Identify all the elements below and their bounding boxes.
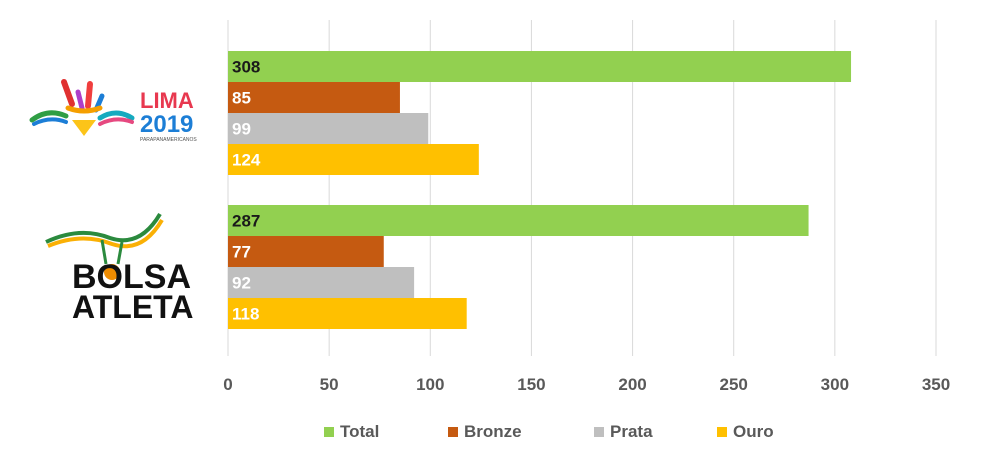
- data-label-total: 308: [232, 58, 260, 77]
- legend-swatch-ouro: [717, 427, 727, 437]
- x-tick-label: 300: [821, 375, 849, 394]
- x-tick-label: 250: [720, 375, 748, 394]
- lima-sub-text: PARAPANAMERICANOS: [140, 137, 197, 143]
- data-label-prata: 99: [232, 120, 251, 139]
- medal-icon: [104, 264, 120, 280]
- legend-label-ouro: Ouro: [733, 422, 774, 441]
- bar-total: [228, 205, 809, 236]
- lima-text: LIMA: [140, 88, 194, 113]
- data-labels: 308 85 99 124 287 77 92 118: [232, 58, 261, 324]
- x-tick-label: 0: [223, 375, 232, 394]
- legend-label-prata: Prata: [610, 422, 653, 441]
- bar-bronze: [228, 82, 400, 113]
- x-tick-label: 150: [517, 375, 545, 394]
- legend-item-prata: Prata: [594, 422, 653, 442]
- data-label-bronze: 85: [232, 89, 251, 108]
- x-tick-label: 100: [416, 375, 444, 394]
- x-tick-label: 50: [320, 375, 339, 394]
- data-label-ouro: 118: [232, 305, 259, 324]
- legend-swatch-prata: [594, 427, 604, 437]
- legend-item-bronze: Bronze: [448, 422, 522, 442]
- atleta-text: ATLETA: [72, 289, 193, 324]
- bar-prata: [228, 113, 429, 144]
- legend-label-bronze: Bronze: [464, 422, 522, 441]
- legend-item-ouro: Ouro: [717, 422, 774, 442]
- bar-bronze: [228, 236, 384, 267]
- data-label-ouro: 124: [232, 151, 261, 170]
- data-label-total: 287: [232, 212, 260, 231]
- data-label-bronze: 77: [232, 243, 251, 262]
- bar-total: [228, 51, 852, 82]
- x-tick-label: 200: [618, 375, 646, 394]
- bar-prata: [228, 267, 415, 298]
- legend: Total Bronze Prata Ouro: [0, 422, 988, 446]
- legend-label-total: Total: [340, 422, 380, 441]
- lima-2019-logo: LIMA 2019 PARAPANAMERICANOS: [29, 79, 197, 143]
- legend-swatch-total: [324, 427, 334, 437]
- x-tick-label: 350: [922, 375, 950, 394]
- legend-item-total: Total: [324, 422, 379, 442]
- bar-ouro: [228, 298, 467, 329]
- legend-swatch-bronze: [448, 427, 458, 437]
- bolsa-atleta-logo: BOLSA ATLETA: [45, 212, 193, 324]
- data-label-prata: 92: [232, 274, 251, 293]
- bars: [228, 51, 852, 329]
- bolsa-text: BOLSA: [72, 258, 191, 296]
- bar-ouro: [228, 144, 479, 175]
- lima-year-text: 2019: [140, 111, 193, 138]
- x-axis-ticks: 0 50 100 150 200 250 300 350: [223, 375, 950, 394]
